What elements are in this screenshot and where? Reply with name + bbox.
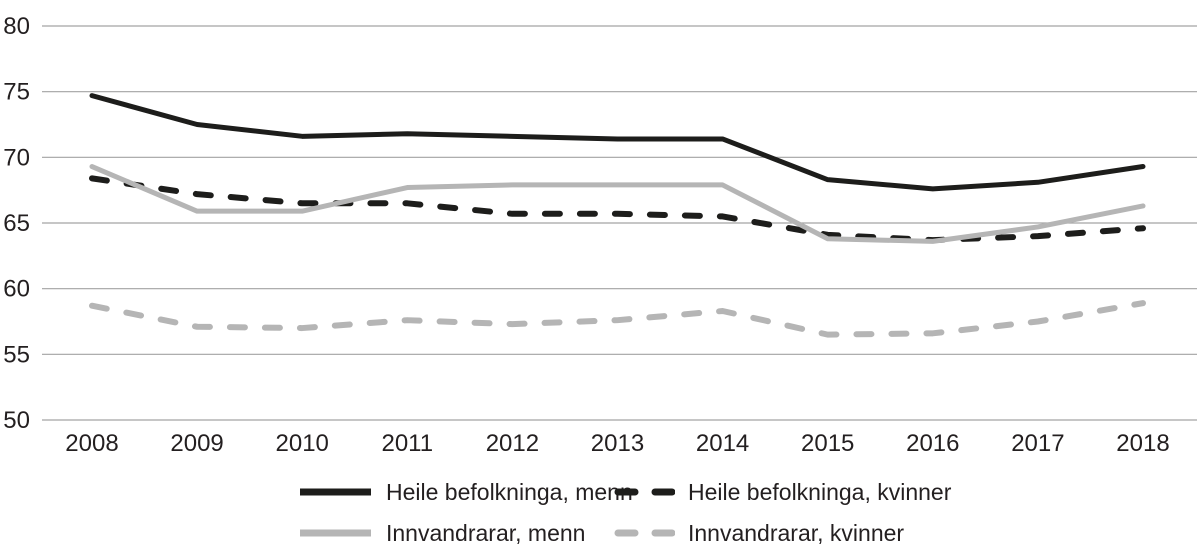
x-tick-label: 2010 — [276, 430, 329, 457]
x-tick-label: 2017 — [1011, 430, 1064, 457]
series-line-4 — [89, 300, 1146, 338]
y-tick-label: 80 — [3, 13, 30, 40]
legend-line-dashed-black-icon — [614, 488, 675, 496]
x-tick-label: 2008 — [65, 430, 118, 457]
x-tick-label: 2009 — [170, 430, 223, 457]
y-axis-labels: 50 55 60 65 70 75 80 — [3, 13, 30, 434]
legend-item-heile-befolkninga-menn: Heile befolkninga, menn — [298, 479, 633, 505]
legend-line-solid-black-icon — [300, 488, 371, 496]
x-axis-labels: 2008 2009 2010 2011 2012 2013 2014 2015 2016 2017… — [65, 430, 1169, 457]
series-line-3 — [89, 164, 1146, 244]
legend-line-solid-gray-icon — [300, 529, 371, 537]
legend-line-dashed-gray-icon — [614, 529, 675, 537]
x-tick-label: 2015 — [801, 430, 854, 457]
y-tick-label: 65 — [3, 210, 30, 237]
x-tick-label: 2016 — [906, 430, 959, 457]
x-tick-label: 2013 — [591, 430, 644, 457]
y-tick-label: 70 — [3, 144, 30, 171]
x-tick-label: 2014 — [696, 430, 749, 457]
legend-item-heile-befolkninga-kvinner: Heile befolkninga, kvinner — [613, 479, 951, 505]
x-tick-label: 2018 — [1116, 430, 1169, 457]
y-tick-label: 75 — [3, 79, 30, 106]
legend-item-innvandrarar-kvinner: Innvandrarar, kvinner — [613, 520, 904, 546]
y-tick-label: 55 — [3, 341, 30, 368]
legend-item-innvandrarar-menn: Innvandrarar, menn — [298, 520, 585, 546]
gridlines — [42, 25, 1197, 421]
y-tick-label: 50 — [3, 407, 30, 434]
legend-label: Innvandrarar, kvinner — [688, 519, 905, 546]
legend-label: Innvandrarar, menn — [386, 519, 586, 546]
x-tick-label: 2011 — [381, 430, 433, 457]
series-line-1 — [89, 93, 1146, 192]
legend-label: Heile befolkninga, kvinner — [688, 478, 952, 505]
x-tick-label: 2012 — [486, 430, 539, 457]
y-tick-label: 60 — [3, 276, 30, 303]
series-lines — [89, 93, 1146, 338]
legend-label: Heile befolkninga, menn — [386, 478, 633, 505]
